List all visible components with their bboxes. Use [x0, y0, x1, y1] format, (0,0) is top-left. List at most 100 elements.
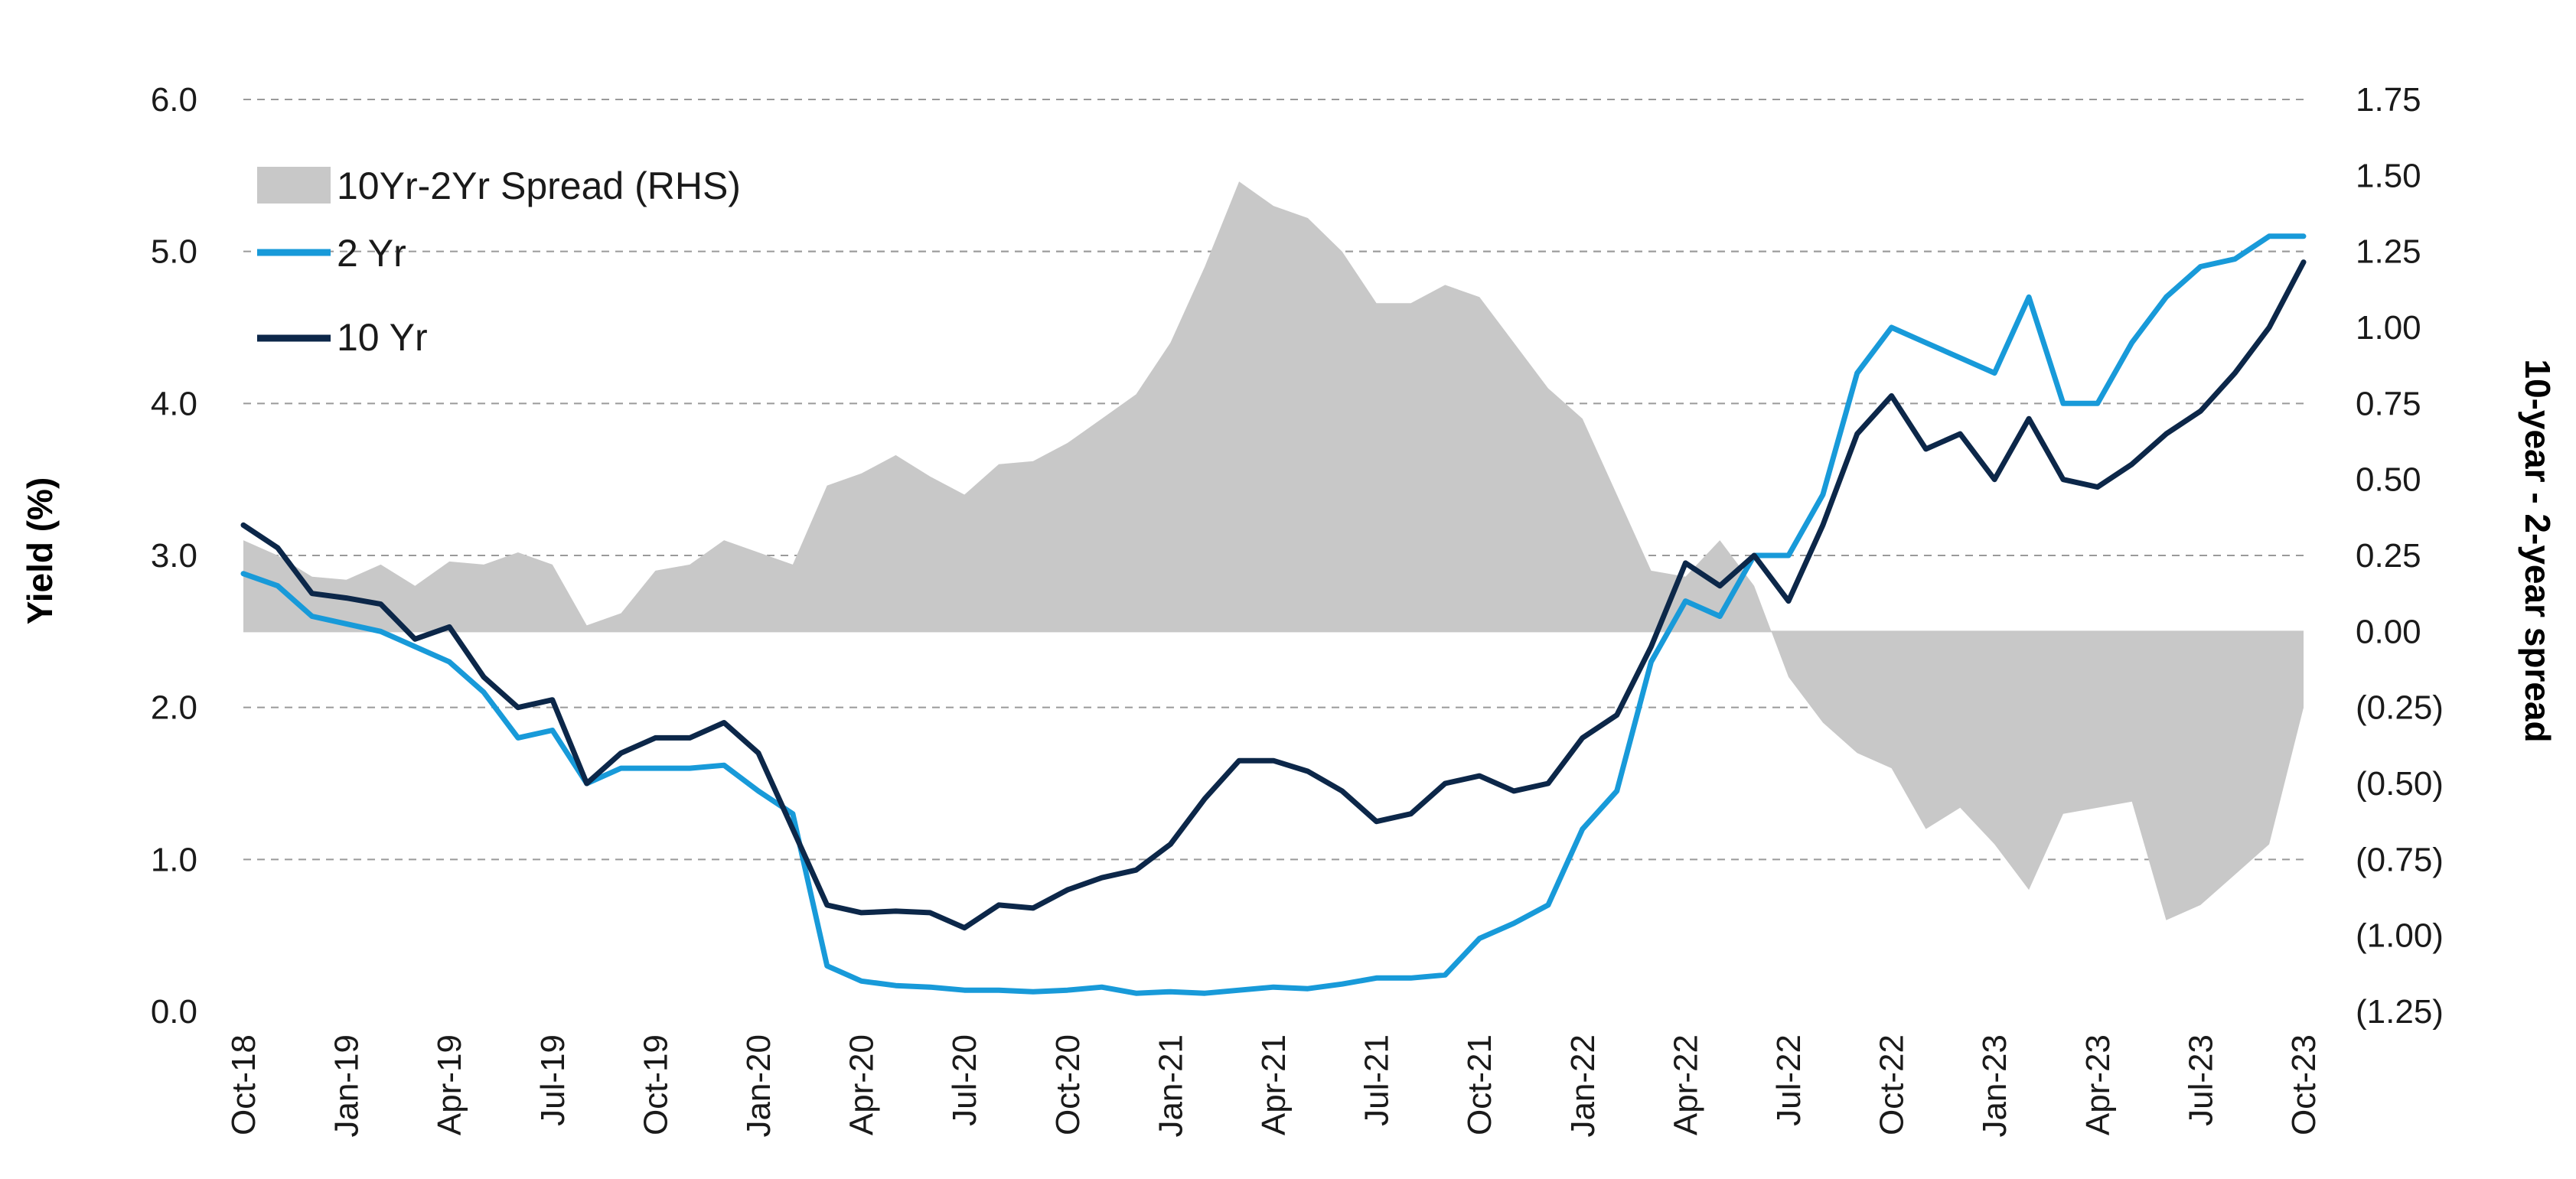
ten-year-point	[344, 596, 349, 601]
ten-year-point	[1443, 781, 1447, 786]
ten-year-point	[791, 827, 795, 832]
two-year-point	[1168, 989, 1172, 994]
ten-year-point	[722, 721, 726, 725]
two-year-point	[1890, 325, 1894, 330]
two-year-point	[722, 763, 726, 767]
left-axis-title: Yield (%)	[20, 477, 60, 625]
ten-year-point	[1100, 875, 1104, 880]
ten-year-point	[1786, 599, 1791, 604]
two-year-point	[1100, 985, 1104, 989]
ten-year-point	[687, 735, 692, 740]
x-tick-label: Oct-23	[2285, 1034, 2323, 1135]
ten-year-point	[1306, 769, 1310, 774]
legend: 10Yr-2Yr Spread (RHS) 2 Yr 10 Yr	[257, 164, 741, 359]
two-year-point	[1924, 340, 1929, 345]
two-year-point	[1409, 975, 1414, 980]
right-tick-label: 1.00	[2356, 309, 2421, 347]
ten-year-point	[447, 624, 452, 629]
left-tick-label: 6.0	[151, 81, 197, 119]
ten-year-point	[1958, 432, 1962, 436]
ten-year-point	[962, 926, 967, 930]
ten-year-point	[1821, 523, 1825, 527]
ten-year-point	[2232, 371, 2237, 376]
ten-year-point	[1511, 789, 1516, 793]
ten-year-point	[379, 602, 383, 607]
two-year-point	[1717, 614, 1722, 619]
two-year-point	[928, 985, 932, 989]
ten-year-point	[1992, 477, 1997, 482]
x-axis-ticks: Oct-18 Jan-19 Apr-19 Jul-19 Oct-19 Jan-20 Apr-…	[225, 1034, 2323, 1138]
ten-year-point	[1855, 432, 1860, 436]
ten-year-point	[1717, 584, 1722, 588]
two-year-point	[344, 621, 349, 626]
ten-year-point	[653, 735, 657, 740]
left-tick-label: 4.0	[151, 385, 197, 422]
ten-year-point	[2130, 462, 2134, 467]
x-tick-label: Apr-20	[843, 1034, 881, 1135]
left-tick-label: 2.0	[151, 689, 197, 727]
two-year-point	[1374, 975, 1379, 980]
two-year-point	[2027, 295, 2031, 299]
two-year-point	[996, 988, 1001, 992]
ten-year-point	[1924, 447, 1929, 451]
ten-year-point	[1752, 553, 1756, 558]
x-tick-label: Oct-18	[225, 1034, 262, 1135]
two-year-point	[1306, 986, 1310, 991]
two-year-point	[756, 789, 761, 793]
right-tick-label: 0.00	[2356, 613, 2421, 650]
right-tick-label: (0.50)	[2356, 765, 2444, 803]
ten-year-line-series	[240, 259, 2307, 931]
two-year-point	[2198, 265, 2203, 269]
two-year-point	[1511, 921, 1516, 926]
right-tick-label: 0.75	[2356, 385, 2421, 422]
two-year-point	[379, 629, 383, 633]
ten-year-point	[859, 910, 864, 915]
ten-year-point	[276, 546, 280, 550]
right-tick-label: 0.25	[2356, 537, 2421, 575]
two-year-point	[1477, 936, 1482, 941]
ten-year-point	[894, 909, 898, 914]
ten-year-point	[996, 903, 1001, 907]
x-tick-label: Jul-23	[2182, 1034, 2219, 1126]
right-tick-label: 1.75	[2356, 81, 2421, 119]
two-year-point	[1202, 991, 1207, 995]
ten-year-point	[1477, 774, 1482, 778]
x-tick-label: Jan-23	[1976, 1034, 2014, 1138]
two-year-point	[825, 963, 830, 968]
x-tick-label: Jan-21	[1152, 1034, 1189, 1138]
ten-year-point	[1374, 819, 1379, 824]
ten-year-point	[2027, 416, 2031, 421]
two-year-point	[1065, 988, 1070, 992]
two-year-point	[2061, 401, 2066, 405]
left-axis-ticks: 0.0 1.0 2.0 3.0 4.0 5.0 6.0	[151, 81, 197, 1031]
ten-year-point	[1683, 561, 1687, 565]
two-year-point	[1649, 660, 1654, 664]
ten-year-point	[481, 675, 486, 679]
x-tick-label: Jul-19	[534, 1034, 572, 1126]
right-tick-label: (0.25)	[2356, 689, 2444, 727]
ten-year-point	[412, 637, 417, 641]
two-year-point	[2267, 234, 2271, 239]
x-tick-label: Apr-23	[2079, 1034, 2117, 1135]
two-year-point	[619, 766, 624, 770]
x-tick-label: Oct-21	[1461, 1034, 1498, 1135]
right-axis-ticks: 1.75 1.50 1.25 1.00 0.75 0.50 0.25 0.00 (0.25) (0…	[2356, 81, 2444, 1031]
two-year-point	[1821, 493, 1825, 497]
ten-year-point	[2301, 260, 2306, 265]
x-tick-label: Jul-22	[1770, 1034, 1808, 1126]
ten-year-point	[825, 903, 830, 907]
ten-year-point	[1031, 906, 1035, 910]
two-year-point	[1031, 989, 1035, 994]
x-tick-label: Jul-20	[946, 1034, 983, 1126]
left-tick-label: 3.0	[151, 537, 197, 575]
two-year-point	[1443, 972, 1447, 977]
two-year-point	[516, 735, 520, 740]
ten-year-point	[585, 781, 589, 786]
x-tick-label: Oct-22	[1873, 1034, 1911, 1135]
two-year-point	[1683, 599, 1687, 604]
ten-year-point	[1649, 644, 1654, 649]
ten-year-point	[1580, 735, 1585, 740]
two-year-point	[1786, 553, 1791, 558]
legend-label-spread: 10Yr-2Yr Spread (RHS)	[337, 164, 741, 207]
